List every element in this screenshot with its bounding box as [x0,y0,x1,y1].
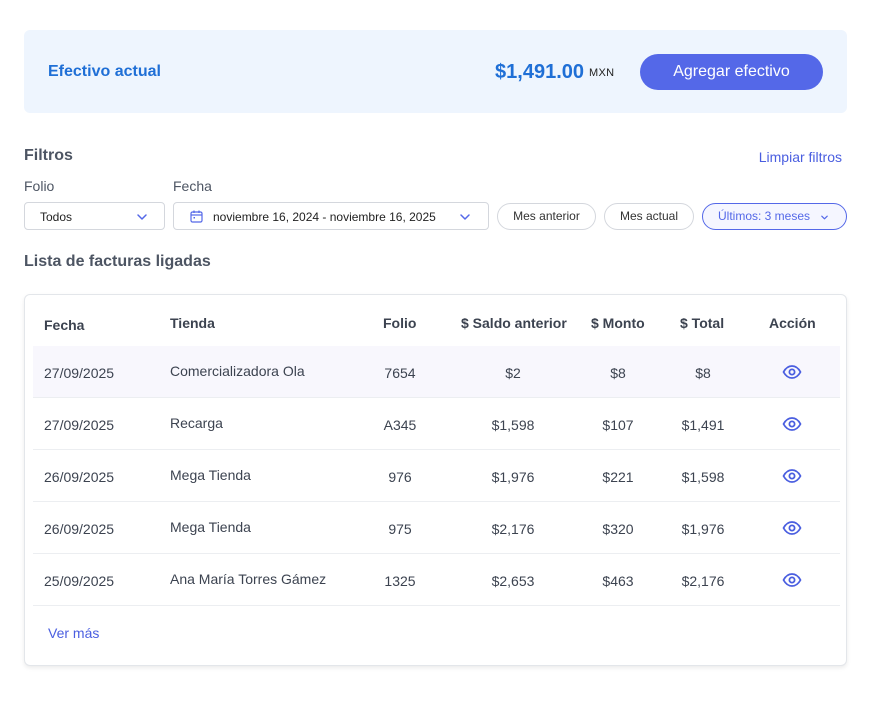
cell-total: $2,176 [681,573,725,589]
clear-filters-link[interactable]: Limpiar filtros [758,149,842,165]
invoice-table: Fecha Tienda Folio $ Saldo anterior $ Mo… [24,294,847,666]
cell-folio: 1325 [384,573,416,589]
cell-monto: $8 [610,365,626,381]
cell-saldo: $2 [505,365,521,381]
invoice-list-title: Lista de facturas ligadas [24,253,211,270]
cell-fecha: 27/09/2025 [44,417,115,433]
cell-saldo: $1,598 [491,417,535,433]
chevron-down-icon [821,215,828,220]
filters-title: Filtros [24,147,73,164]
col-header-saldo-anterior: $ Saldo anterior [461,315,567,331]
chevron-down-icon [137,214,147,220]
cell-folio: 976 [388,469,412,485]
folio-label: Folio [24,178,55,194]
cell-tienda: Ana María Torres Gámez [170,571,327,587]
cell-tienda: Mega Tienda [170,519,251,535]
quick-filter-last-3-months[interactable]: Últimos: 3 meses [702,203,847,230]
ver-mas-link[interactable]: Ver más [48,625,100,641]
view-icon[interactable] [782,417,802,431]
cell-monto: $221 [602,469,634,485]
col-header-monto: $ Monto [591,315,645,331]
table-row: 27/09/2025 Recarga A345 $1,598 $107 $1,491 [33,398,840,450]
col-header-accion: Acción [769,315,816,331]
cell-monto: $107 [602,417,634,433]
cell-total: $8 [695,365,711,381]
col-header-total: $ Total [680,315,725,331]
quick-filter-current-month[interactable]: Mes actual [604,203,694,230]
cell-tienda: Comercializadora Ola [170,363,305,379]
cell-fecha: 27/09/2025 [44,365,115,381]
cell-fecha: 26/09/2025 [44,469,115,485]
cell-saldo: $2,653 [491,573,535,589]
cell-saldo: $1,976 [491,469,535,485]
cell-total: $1,491 [681,417,725,433]
col-header-fecha: Fecha [44,317,85,333]
cell-fecha: 25/09/2025 [44,573,115,589]
cell-tienda: Recarga [170,415,223,431]
date-range-value: noviembre 16, 2024 - noviembre 16, 2025 [213,210,436,224]
col-header-tienda: Tienda [170,315,215,331]
cash-amount: $1,491.00 [495,61,584,83]
cell-fecha: 26/09/2025 [44,521,115,537]
col-header-folio: Folio [383,315,417,331]
cell-folio: 7654 [384,365,416,381]
view-icon[interactable] [782,573,802,587]
table-row: 26/09/2025 Mega Tienda 975 $2,176 $320 $1,976 [33,502,840,554]
cell-tienda: Mega Tienda [170,467,251,483]
date-range-select[interactable]: noviembre 16, 2024 - noviembre 16, 2025 [173,202,489,230]
view-icon[interactable] [782,521,802,535]
cash-currency: MXN [589,67,615,79]
folio-select-value: Todos [40,210,73,224]
cell-total: $1,598 [681,469,725,485]
cell-folio: A345 [383,417,417,433]
quick-filter-label: Últimos: 3 meses [718,209,811,223]
cell-monto: $320 [602,521,634,537]
table-row: 26/09/2025 Mega Tienda 976 $1,976 $221 $1,598 [33,450,840,502]
calendar-icon [190,210,203,223]
cell-saldo: $2,176 [491,521,535,537]
folio-select[interactable]: Todos [24,202,165,230]
cash-card: Efectivo actual $1,491.00 MXN Agregar ef… [24,30,847,113]
add-cash-button[interactable]: Agregar efectivo [640,54,823,90]
cash-label: Efectivo actual [48,63,161,80]
table-row: 27/09/2025 Comercializadora Ola 7654 $2 $8 $8 [33,346,840,398]
chevron-down-icon [460,214,470,220]
cell-total: $1,976 [681,521,725,537]
view-icon[interactable] [782,365,802,379]
table-row: 25/09/2025 Ana María Torres Gámez 1325 $2,6… [33,554,840,606]
cell-monto: $463 [602,573,634,589]
quick-filter-previous-month[interactable]: Mes anterior [497,203,596,230]
view-icon[interactable] [782,469,802,483]
date-label: Fecha [173,178,212,194]
cell-folio: 975 [388,521,412,537]
